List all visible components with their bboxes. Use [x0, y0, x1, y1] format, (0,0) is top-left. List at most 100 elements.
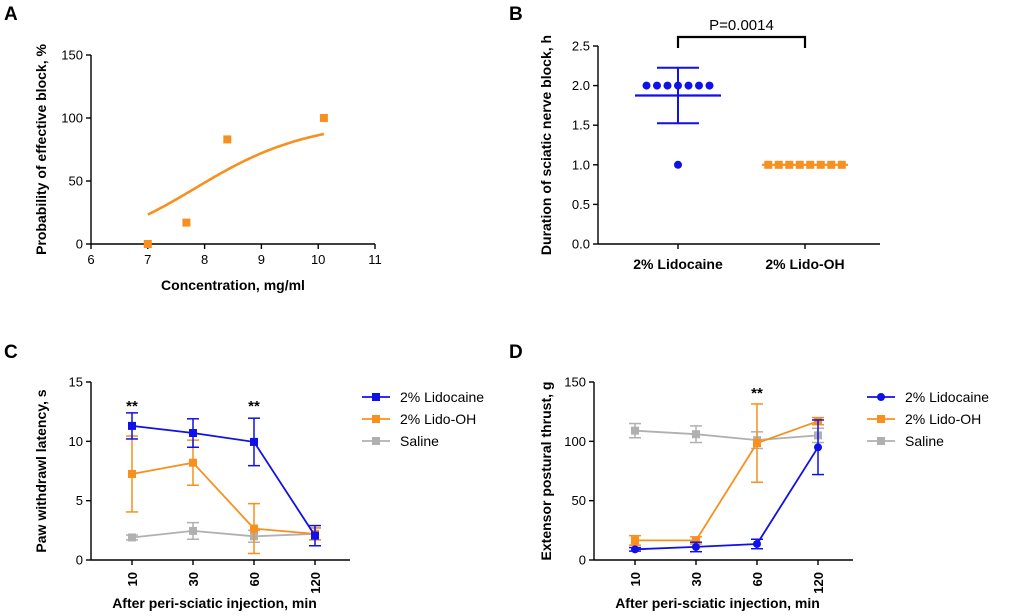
panel-d-x-tick-label-2: 60	[750, 572, 765, 586]
panel-d-series-2-line	[634, 429, 819, 442]
panel-d-legend-label-0: 2% Lidocaine	[905, 389, 989, 405]
panel-a-point-0	[143, 240, 152, 248]
panel-c-series-1-point-2	[250, 524, 258, 533]
panel-a-x-tick-label-5: 11	[368, 252, 382, 267]
panel-c-x-tick-label-2: 60	[247, 572, 262, 586]
panel-a-y-tick-label-1: 50	[69, 174, 83, 189]
panel-b-y-tick-label-3: 1.5	[572, 118, 590, 133]
panel-a-x-tick-label-1: 7	[144, 252, 151, 267]
panel-c-x-tick-label-0: 10	[125, 572, 140, 586]
panel-a-point-3	[319, 114, 328, 122]
panel-c-series-0-point-3	[311, 531, 319, 540]
panel-d-series-0-line	[634, 446, 819, 551]
panel-a-y-tick-label-2: 100	[61, 111, 83, 126]
panel-a-fit-curve	[147, 132, 325, 216]
panel-d-chart: 0 50 100 150 Extensor postural thrust, g 10 30…	[538, 375, 989, 612]
panel-b-y-axis-title: Duration of sciatic nerve block, h	[538, 35, 554, 255]
panel-c-significance-0: **	[126, 398, 138, 415]
panel-d-series-2-point-1	[692, 430, 700, 439]
panel-c-series-0-line	[131, 425, 316, 537]
panel-c-series-1-point-0	[128, 469, 136, 478]
panel-b-0-point-2	[663, 81, 672, 90]
panel-d-series-1-point-0	[631, 536, 639, 545]
panel-c-x-tick-label-1: 30	[186, 572, 201, 586]
panel-letter-b: B	[509, 4, 523, 25]
panel-c-series-1-line	[131, 461, 316, 535]
panel-b-0-point-7	[674, 160, 682, 169]
panel-c-series-0	[126, 412, 321, 547]
panel-d-series-1-point-2	[753, 439, 761, 448]
panel-b-0-point-0	[642, 81, 651, 90]
panel-letter-d: D	[509, 342, 523, 363]
panel-a-x-tick-label-2: 8	[201, 252, 208, 267]
panel-d-legend-label-1: 2% Lido-OH	[905, 411, 981, 427]
panel-d-legend-label-2: Saline	[905, 433, 944, 449]
panel-d-x-axis-title: After peri-sciatic injection, min	[615, 595, 820, 611]
panel-b-0-point-5	[695, 81, 703, 90]
panel-c-y-tick-label-0: 0	[76, 553, 83, 568]
panel-b-0-point-6	[705, 81, 714, 90]
panel-d-series-2	[629, 422, 824, 450]
panel-c-significance-1: **	[248, 398, 260, 415]
panel-c-legend-marker-2	[372, 437, 380, 445]
panel-c-x-tick-label-3: 120	[308, 572, 323, 594]
panel-d-series-0-point-0	[631, 545, 639, 554]
panel-b-y-tick-label-4: 2.0	[572, 78, 590, 93]
panel-c-legend-marker-0	[372, 393, 380, 401]
panel-a-y-axis-title: Probability of effective block, %	[33, 44, 49, 255]
panel-c-x-axis-title: After peri-sciatic injection, min	[112, 595, 317, 611]
panel-d-series-0-point-1	[692, 542, 700, 551]
panel-d-y-tick-label-2: 100	[564, 434, 586, 449]
panel-d-series-1-point-1	[692, 536, 700, 545]
panel-d-series-1	[629, 403, 824, 546]
panel-letter-c: C	[4, 342, 18, 363]
panel-b-p-value: P=0.0014	[709, 17, 774, 34]
panel-d-x-tick-label-0: 10	[628, 572, 643, 586]
panel-a-y-tick-label-0: 0	[76, 237, 83, 252]
panel-d-significance-0: **	[751, 385, 763, 402]
panel-d-series-2-point-0	[631, 426, 639, 435]
panel-b-0-point-1	[653, 81, 661, 90]
panel-a-x-axis-title: Concentration, mg/ml	[161, 277, 305, 293]
panel-d-x-tick-label-3: 120	[811, 572, 826, 594]
panel-d-y-tick-label-0: 0	[579, 553, 586, 568]
panel-c-series-2-point-1	[189, 526, 197, 535]
panel-d-legend-marker-1	[877, 415, 885, 423]
panel-b-chart: 0.0 0.5 1.0 1.5 2.0 2.5 Duration of sciatic ne…	[538, 17, 880, 272]
panel-a-x-tick-label-0: 6	[87, 252, 94, 267]
panel-d-legend-marker-2	[877, 437, 885, 445]
panel-c-series-0-point-1	[189, 429, 197, 438]
panel-c-y-tick-label-2: 10	[69, 434, 83, 449]
panel-d-series-0-point-3	[814, 443, 822, 452]
panel-d-x-tick-label-1: 30	[689, 572, 704, 586]
panel-a-x-tick-label-3: 9	[258, 252, 265, 267]
panel-c-y-axis-title: Paw withdrawl latency, s	[33, 389, 49, 552]
panel-d-y-axis-title: Extensor postural thrust, g	[538, 382, 554, 561]
panel-b-category-label-0: 2% Lidocaine	[633, 256, 723, 272]
panel-b-y-tick-label-5: 2.5	[572, 39, 590, 54]
panel-d-y-tick-label-1: 50	[572, 493, 586, 508]
panel-b-y-tick-label-0: 0.0	[572, 237, 590, 252]
panel-d-series-1-line	[635, 420, 819, 542]
panel-c-series-2-line	[131, 529, 316, 539]
panel-c-series-0-point-2	[250, 437, 258, 446]
panel-letter-a: A	[4, 4, 18, 25]
panel-d-legend-marker-0	[877, 393, 885, 401]
panel-d-series-0	[629, 419, 824, 554]
panel-c-chart: 0 5 10 15 Paw withdrawl latency, s 10 30 60 120A…	[33, 375, 484, 612]
panel-c-legend-marker-1	[372, 415, 380, 423]
panel-c-legend-label-1: 2% Lido-OH	[400, 411, 476, 427]
panel-d-y-tick-label-3: 150	[564, 375, 586, 390]
panel-b-0-sd-bar	[657, 66, 699, 125]
panel-a-chart: 0 50 100 150 Probability of effective block,…	[33, 44, 382, 293]
panel-c-legend-label-0: 2% Lidocaine	[400, 389, 484, 405]
panel-b-y-tick-label-2: 1.0	[572, 157, 590, 172]
panel-c-series-0-point-0	[128, 421, 136, 430]
panel-c-legend-label-2: Saline	[400, 433, 439, 449]
panel-c-series-1-point-1	[189, 458, 197, 467]
panel-a-y-tick-label-3: 150	[61, 48, 83, 63]
panel-b-significance-bracket	[676, 35, 807, 48]
panel-d-series-0-point-2	[753, 539, 761, 548]
panel-a-point-2	[223, 135, 232, 144]
